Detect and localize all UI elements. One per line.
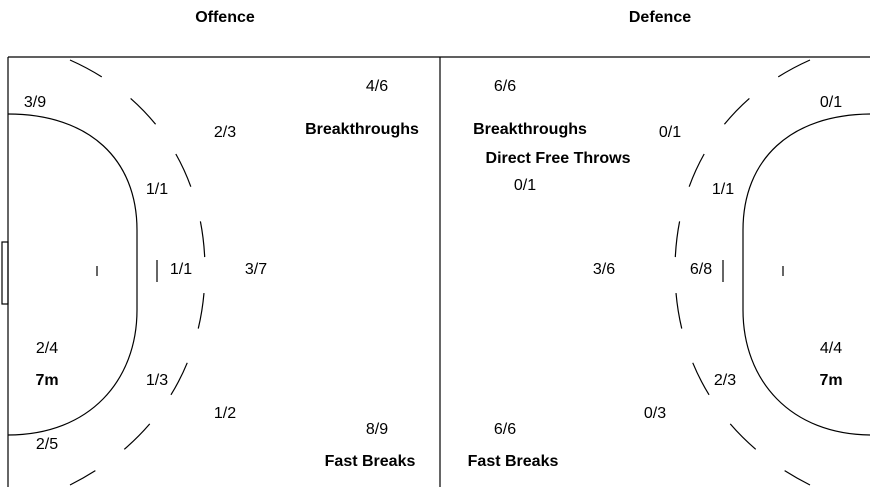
zone-stat: 1/1 [170, 261, 192, 278]
zone-stat: 2/3 [714, 372, 736, 389]
zone-stat: 2/4 [36, 340, 58, 357]
zone-name: Breakthroughs [305, 121, 419, 138]
zone-stat: 6/6 [494, 78, 516, 95]
zone-stat: 3/7 [245, 261, 267, 278]
zone-stat: 2/3 [214, 124, 236, 141]
zone-stat: 4/4 [820, 340, 842, 357]
zone-stat: 1/1 [712, 181, 734, 198]
zone-stat: 1/2 [214, 405, 236, 422]
zone-stat: 8/9 [366, 421, 388, 438]
court-lines [1, 56, 870, 487]
panel-title: Defence [629, 9, 691, 26]
zone-name: 7m [35, 372, 58, 389]
zone-stat: 0/1 [659, 124, 681, 141]
zone-stat: 0/1 [820, 94, 842, 111]
zone-stat: 6/6 [494, 421, 516, 438]
zone-stat: 6/8 [690, 261, 712, 278]
zone-name: 7m [819, 372, 842, 389]
zone-stat: 1/1 [146, 181, 168, 198]
zone-stat: 1/3 [146, 372, 168, 389]
zone-stat: 0/1 [514, 177, 536, 194]
zone-stat: 0/3 [644, 405, 666, 422]
zone-name: Fast Breaks [325, 453, 416, 470]
zone-stat: 3/9 [24, 94, 46, 111]
zone-stat: 3/6 [593, 261, 615, 278]
zone-name: Breakthroughs [473, 121, 587, 138]
zone-name: Fast Breaks [468, 453, 559, 470]
zone-stat: 4/6 [366, 78, 388, 95]
zone-name: Direct Free Throws [486, 150, 631, 167]
zone-stat: 2/5 [36, 436, 58, 453]
panel-title: Offence [195, 9, 255, 26]
